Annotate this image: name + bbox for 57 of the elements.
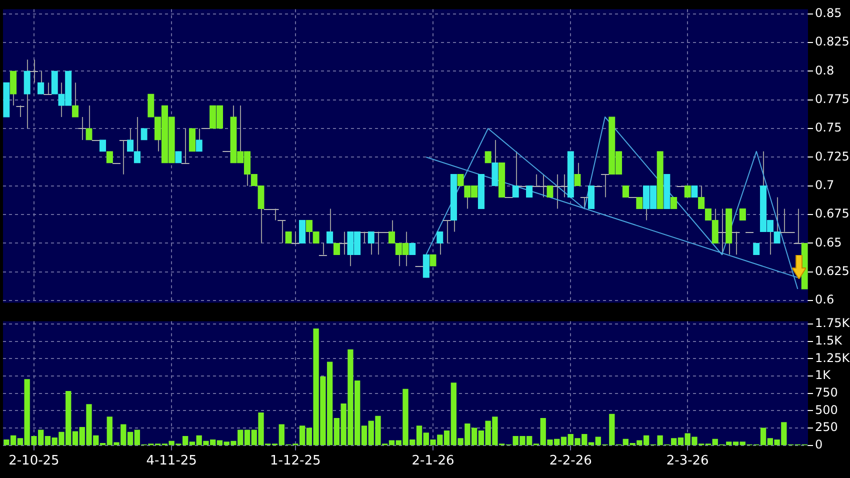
x-tick-label: 2-3-26 (666, 454, 709, 469)
y-tick-label: 1K (815, 368, 832, 382)
y-tick-label: 1.25K (815, 350, 850, 365)
candlestick (368, 231, 374, 256)
y-tick-label: 0.775 (815, 92, 850, 106)
y-tick-label: 0.65 (815, 235, 842, 250)
x-tick-label: 1-12-25 (270, 454, 321, 469)
y-tick-label: 0.675 (815, 206, 850, 221)
candlestick (574, 162, 581, 186)
candlestick (422, 254, 430, 278)
candlestick (636, 196, 643, 210)
candlestick (148, 94, 154, 118)
candlestick (196, 128, 202, 152)
x-tick-label: 2-1-26 (412, 454, 454, 469)
candlestick (10, 70, 17, 106)
candlestick (753, 242, 760, 255)
candlestick (512, 150, 519, 198)
candlestick (333, 242, 340, 255)
candlestick (622, 185, 629, 198)
candlestick (285, 231, 292, 244)
candlestick (684, 185, 691, 198)
candlestick (670, 196, 678, 210)
candlestick (24, 59, 30, 129)
candlestick (72, 82, 79, 118)
y-tick-label: 750 (815, 385, 838, 400)
y-tick-label: 0.725 (815, 149, 850, 164)
candlestick (51, 70, 58, 95)
x-tick-label: 2-2-26 (549, 454, 592, 469)
y-tick-label: 0.8 (815, 63, 834, 78)
candlestick (134, 116, 140, 164)
candlestick (691, 185, 698, 198)
candlestick (38, 70, 44, 95)
y-tick-label: 0 (815, 438, 823, 452)
y-tick-label: 1.5K (815, 333, 844, 348)
x-tick-label: 2-10-25 (8, 454, 60, 469)
y-tick-label: 0.7 (815, 178, 834, 192)
y-tick-label: 0.85 (815, 6, 842, 20)
y-tick-label: 0.625 (815, 264, 850, 278)
candlestick (526, 185, 533, 198)
candlestick (588, 185, 595, 210)
candlestick (188, 128, 196, 152)
candlestick (409, 242, 416, 255)
candlestick (739, 208, 746, 221)
y-tick-label: 1.75K (815, 316, 850, 330)
y-tick-label: 0.75 (815, 120, 842, 135)
candlestick (492, 139, 498, 186)
x-tick-label: 4-11-25 (146, 454, 197, 469)
y-tick-label: 500 (815, 402, 838, 417)
y-tick-label: 0.825 (815, 34, 850, 49)
y-tick-label: 0.6 (815, 292, 834, 307)
candlestick (326, 208, 334, 244)
candlestick (298, 220, 306, 244)
candlestick (126, 128, 134, 152)
y-tick-label: 250 (815, 420, 838, 434)
candlestick (86, 105, 92, 140)
candlestick (546, 185, 554, 198)
candlestick (436, 231, 444, 256)
